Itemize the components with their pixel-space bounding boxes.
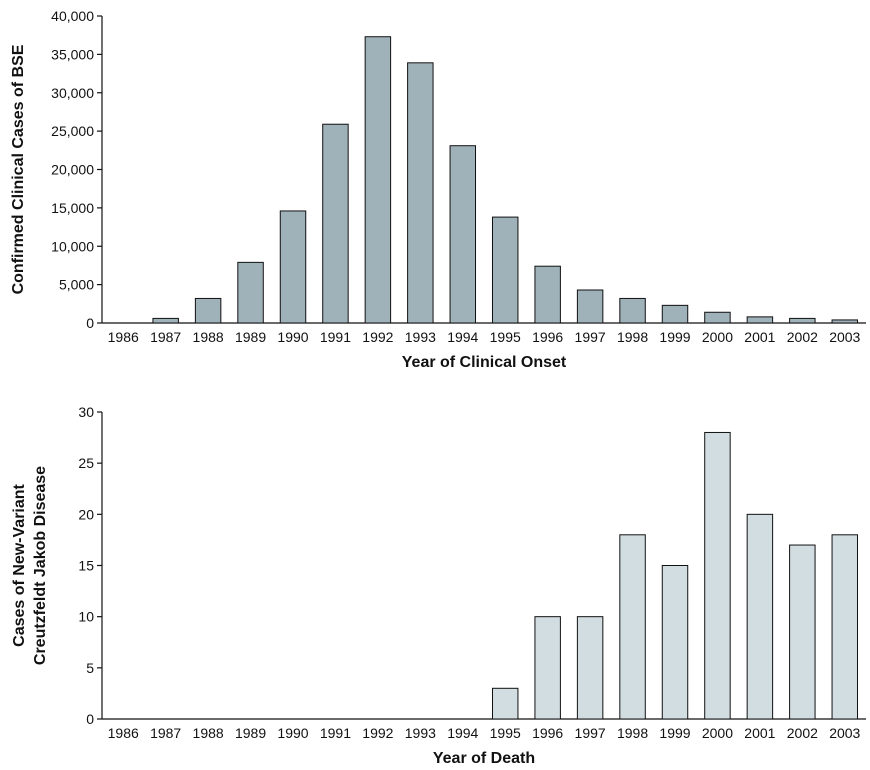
bar-2003: [831, 534, 859, 720]
x-tick-label: 1989: [235, 725, 266, 741]
x-tick-label: 1993: [405, 329, 436, 345]
y-tick-label: 35,000: [51, 46, 94, 62]
x-tick-label: 1986: [108, 329, 139, 345]
x-tick-label: 1991: [320, 725, 351, 741]
x-tick-label: 1991: [320, 329, 351, 345]
bar-2002: [789, 317, 816, 324]
x-tick-label: 1996: [532, 329, 563, 345]
bar-1998: [619, 297, 646, 324]
y-axis-title-line: Cases of New-Variant: [11, 483, 28, 646]
bar-1999: [661, 565, 689, 720]
bar-1989: [237, 261, 264, 324]
y-tick-label: 10: [78, 609, 94, 625]
bar-1998: [619, 534, 646, 720]
bar-2001: [746, 316, 774, 324]
bar-2000: [704, 311, 731, 324]
x-tick-label: 1986: [108, 725, 139, 741]
x-tick-label: 1997: [575, 725, 606, 741]
bar-1990: [279, 210, 307, 324]
y-tick-label: 5,000: [59, 277, 94, 293]
x-tick-label: 1995: [490, 725, 521, 741]
x-tick-label: 1993: [405, 725, 436, 741]
x-tick-label: 1990: [277, 725, 308, 741]
y-tick-label: 25: [78, 455, 94, 471]
y-tick-label: 15,000: [51, 200, 94, 216]
bar-1996: [534, 265, 561, 324]
x-tick-label: 2001: [744, 329, 775, 345]
x-tick-label: 1994: [447, 329, 478, 345]
bar-2001: [746, 513, 774, 720]
x-axis-title: Year of Clinical Onset: [402, 354, 567, 371]
y-tick-label: 20: [78, 506, 94, 522]
x-tick-label: 1998: [617, 725, 648, 741]
x-tick-label: 1996: [532, 725, 563, 741]
x-tick-label: 1987: [150, 725, 181, 741]
y-tick-label: 15: [78, 558, 94, 574]
x-tick-label: 2002: [787, 329, 818, 345]
bar-1993: [407, 62, 434, 324]
bar-1995: [491, 216, 519, 324]
x-tick-label: 2003: [829, 725, 860, 741]
x-tick-label: 1998: [617, 329, 648, 345]
y-axis-title-line: Creutzfeldt Jakob Disease: [32, 466, 49, 665]
bar-1991: [322, 123, 349, 324]
x-tick-label: 1990: [277, 329, 308, 345]
y-tick-label: 25,000: [51, 123, 94, 139]
bar-1997: [576, 289, 604, 324]
y-tick-label: 5: [86, 660, 94, 676]
bar-2000: [704, 431, 731, 720]
y-tick-label: 0: [86, 711, 94, 727]
y-tick-label: 40,000: [51, 8, 94, 24]
y-axis-title: Confirmed Clinical Cases of BSE: [10, 44, 27, 294]
x-tick-label: 1992: [362, 725, 393, 741]
x-tick-label: 2003: [829, 329, 860, 345]
bar-2003: [831, 319, 859, 324]
x-tick-label: 1992: [362, 329, 393, 345]
x-tick-label: 2001: [744, 725, 775, 741]
vcjd-chart: 0 5 10 15 20 25 30 1986 1987 1988 1989 1990 1991 1992…: [11, 404, 866, 767]
x-tick-label: 1994: [447, 725, 478, 741]
x-axis-title: Year of Death: [433, 750, 535, 767]
bar-1997: [576, 616, 604, 720]
x-tick-label: 1988: [193, 329, 224, 345]
x-tick-label: 1989: [235, 329, 266, 345]
bar-1994: [449, 145, 477, 324]
bar-1996: [534, 616, 561, 720]
bar-1987: [152, 317, 179, 324]
bar-1995: [491, 687, 519, 720]
x-tick-label: 1999: [659, 725, 690, 741]
x-tick-label: 2000: [702, 329, 733, 345]
x-tick-label: 1987: [150, 329, 181, 345]
x-tick-label: 2002: [787, 725, 818, 741]
y-tick-label: 30,000: [51, 85, 94, 101]
bar-2002: [789, 544, 816, 720]
bse-chart: 0 5,000 10,000 15,000 20,000 25,000 30,000 35,0…: [10, 8, 866, 371]
x-tick-label: 1988: [193, 725, 224, 741]
x-tick-label: 1995: [490, 329, 521, 345]
bar-1988: [194, 297, 222, 324]
x-tick-label: 1997: [575, 329, 606, 345]
y-tick-label: 20,000: [51, 162, 94, 178]
y-tick-label: 10,000: [51, 238, 94, 254]
y-tick-label: 0: [86, 315, 94, 331]
bar-1999: [661, 304, 689, 324]
x-tick-label: 2000: [702, 725, 733, 741]
bar-1992: [364, 36, 392, 324]
y-tick-label: 30: [78, 404, 94, 420]
x-tick-label: 1999: [659, 329, 690, 345]
